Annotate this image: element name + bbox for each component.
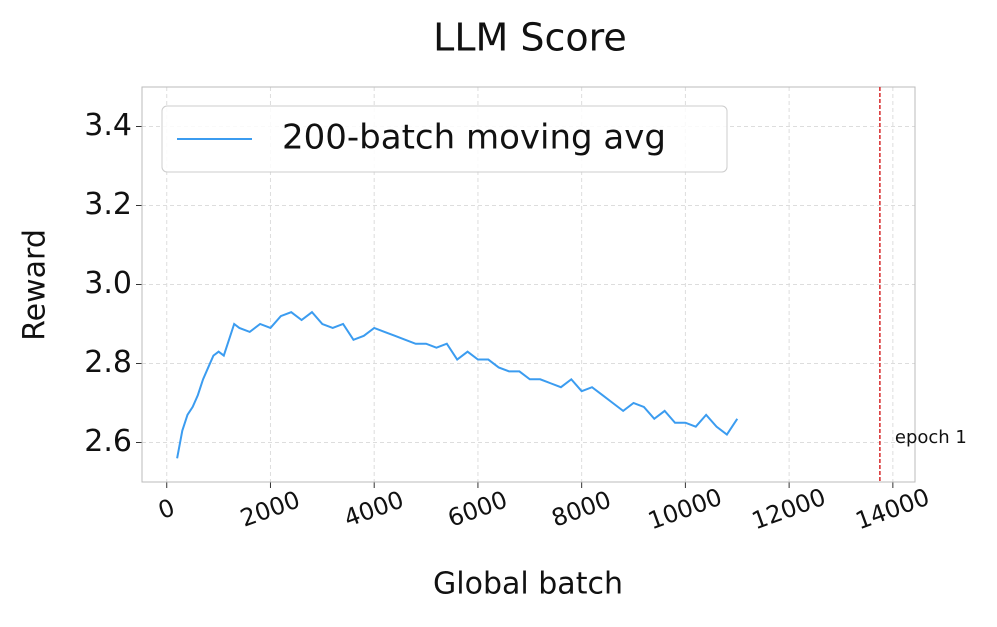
y-tick-label: 2.8 — [84, 345, 132, 380]
x-tick-label: 6000 — [444, 485, 511, 532]
y-tick-label: 3.0 — [84, 266, 132, 301]
chart-title: LLM Score — [433, 16, 627, 60]
x-tick-label: 12000 — [748, 483, 829, 535]
x-tick-label: 2000 — [237, 485, 304, 532]
x-tick-label: 4000 — [340, 485, 407, 532]
x-axis-label: Global batch — [433, 567, 623, 602]
y-tick-label: 2.6 — [84, 424, 132, 459]
x-tick-label: 0 — [154, 493, 178, 525]
x-tick-label: 8000 — [548, 485, 615, 532]
line — [176, 310, 739, 459]
epoch-label: epoch 1 — [895, 427, 967, 448]
y-tick-label: 3.4 — [84, 108, 132, 143]
legend-box — [161, 105, 728, 173]
x-tick-label: 10000 — [644, 483, 725, 535]
y-tick-label: 3.2 — [84, 187, 132, 222]
x-tick-label: 14000 — [852, 483, 933, 535]
y-axis-label: Reward — [18, 229, 53, 341]
plot-frame — [141, 86, 916, 483]
legend-label: 200-batch moving avg — [282, 118, 666, 158]
